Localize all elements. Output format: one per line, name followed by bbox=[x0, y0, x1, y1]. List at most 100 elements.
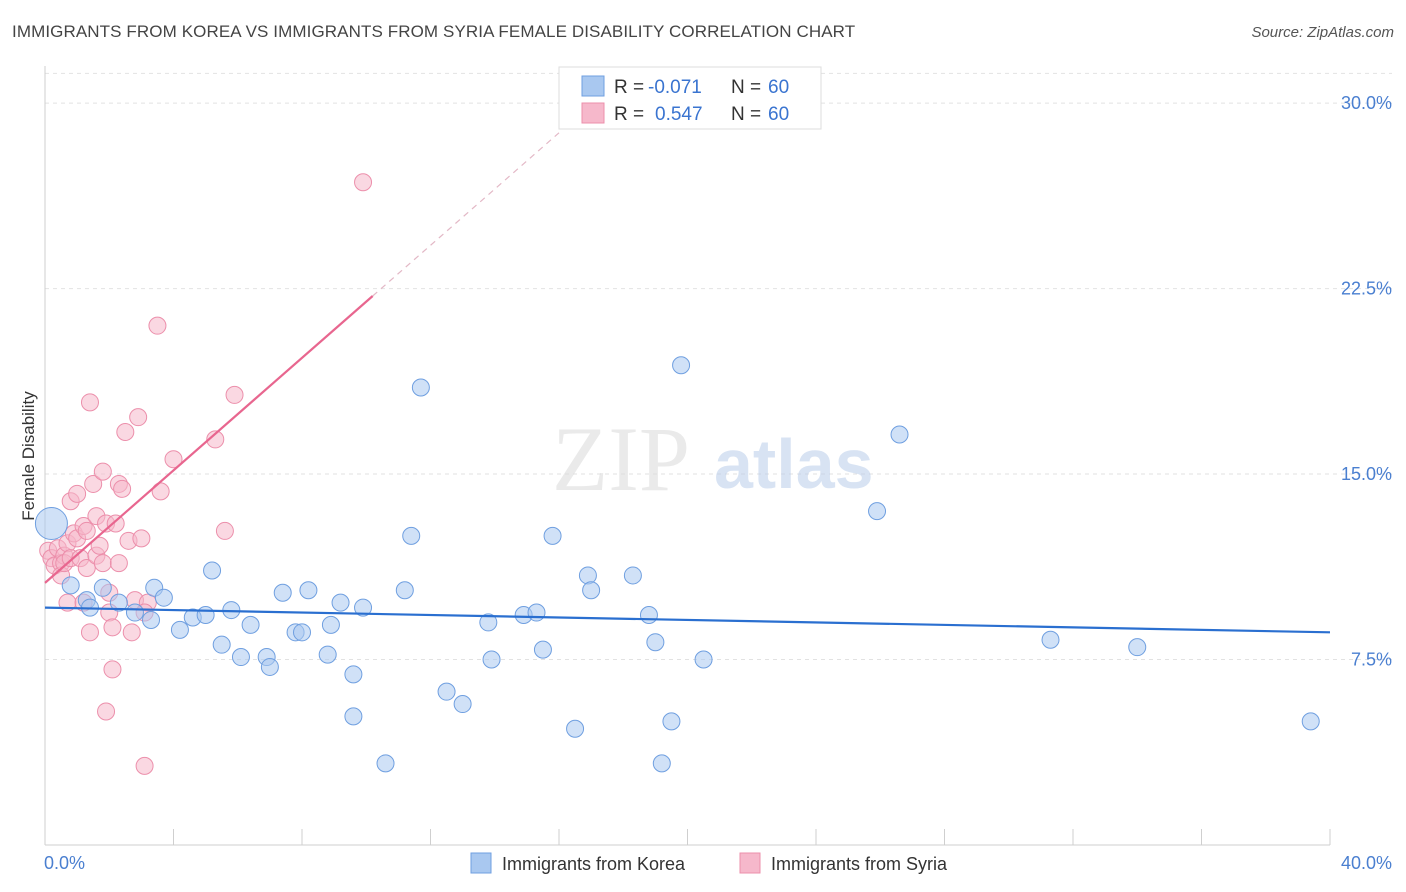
korea-point bbox=[1301, 712, 1320, 731]
korea-point bbox=[321, 615, 340, 634]
korea-point bbox=[154, 588, 173, 607]
korea-point bbox=[533, 640, 552, 659]
korea-point bbox=[479, 613, 498, 632]
syria-stats-swatch bbox=[581, 102, 605, 124]
korea-point bbox=[231, 648, 250, 667]
korea-point bbox=[203, 561, 222, 580]
syria-point bbox=[164, 450, 183, 469]
korea-point bbox=[93, 578, 112, 597]
korea-point bbox=[354, 598, 373, 617]
korea-point bbox=[652, 754, 671, 773]
watermark-atlas: atlas bbox=[714, 425, 874, 503]
y-tick-label: 7.5% bbox=[1351, 650, 1392, 670]
syria-trend-line bbox=[44, 295, 374, 584]
syria-r-value: 0.547 bbox=[655, 104, 703, 125]
korea-trend-line bbox=[44, 606, 1331, 634]
korea-point bbox=[890, 425, 909, 444]
korea-point bbox=[273, 583, 292, 602]
korea-point bbox=[196, 606, 215, 625]
korea-point bbox=[331, 593, 350, 612]
axes bbox=[44, 66, 1331, 846]
korea-point bbox=[402, 526, 421, 545]
korea-point bbox=[344, 707, 363, 726]
legend-korea-swatch bbox=[470, 852, 492, 874]
korea-point bbox=[318, 645, 337, 664]
korea-point bbox=[578, 566, 597, 585]
syria-point bbox=[68, 484, 87, 503]
syria-point bbox=[77, 559, 96, 578]
korea-point bbox=[623, 566, 642, 585]
korea-point bbox=[639, 606, 658, 625]
watermark-zip: ZIP bbox=[552, 408, 690, 510]
source-credit: Source: ZipAtlas.com bbox=[1251, 24, 1394, 41]
syria-point bbox=[132, 529, 151, 548]
syria-n-label: N = bbox=[731, 104, 761, 125]
syria-point bbox=[225, 385, 244, 404]
korea-point bbox=[582, 581, 601, 600]
y-tick-label: 30.0% bbox=[1341, 93, 1392, 113]
korea-point bbox=[527, 603, 546, 622]
korea-point bbox=[646, 633, 665, 652]
korea-point bbox=[142, 610, 161, 629]
x-tick-labels: 0.0% 40.0% bbox=[44, 853, 1392, 873]
korea-stats-swatch bbox=[581, 75, 605, 97]
syria-point bbox=[206, 430, 225, 449]
syria-point bbox=[103, 660, 122, 679]
korea-point bbox=[1041, 630, 1060, 649]
korea-point bbox=[672, 356, 691, 375]
korea-point bbox=[241, 615, 260, 634]
syria-point bbox=[148, 316, 167, 335]
y-tick-labels: 7.5% 15.0% 22.5% 30.0% bbox=[1341, 93, 1392, 669]
syria-point bbox=[90, 536, 109, 555]
syria-r-label: R = bbox=[614, 104, 644, 125]
korea-point bbox=[694, 650, 713, 669]
syria-point bbox=[93, 462, 112, 481]
korea-point bbox=[1128, 638, 1147, 657]
korea-n-value: 60 bbox=[768, 77, 789, 98]
korea-point bbox=[376, 754, 395, 773]
korea-point bbox=[109, 593, 128, 612]
stats-box: R = -0.071 N = 60 R = 0.547 N = 60 bbox=[558, 66, 822, 130]
korea-point bbox=[662, 712, 681, 731]
korea-r-value: -0.071 bbox=[648, 77, 702, 98]
chart-title: IMMIGRANTS FROM KOREA VS IMMIGRANTS FROM… bbox=[12, 22, 856, 41]
syria-point bbox=[109, 554, 128, 573]
syria-point bbox=[97, 702, 116, 721]
korea-point bbox=[34, 507, 68, 541]
syria-point bbox=[122, 623, 141, 642]
syria-n-value: 60 bbox=[768, 104, 789, 125]
syria-point bbox=[116, 423, 135, 442]
syria-trend-extension bbox=[372, 132, 560, 297]
syria-point bbox=[106, 514, 125, 533]
syria-point bbox=[80, 393, 99, 412]
legend-syria-swatch bbox=[739, 852, 761, 874]
syria-point bbox=[84, 474, 103, 493]
syria-point bbox=[215, 521, 234, 540]
watermark: ZIP atlas bbox=[552, 408, 874, 510]
legend: Immigrants from Korea Immigrants from Sy… bbox=[470, 852, 948, 874]
korea-point bbox=[453, 695, 472, 714]
korea-n-label: N = bbox=[731, 77, 761, 98]
korea-r-label: R = bbox=[614, 77, 644, 98]
y-tick-label: 15.0% bbox=[1341, 464, 1392, 484]
syria-point bbox=[135, 756, 154, 775]
korea-points bbox=[34, 356, 1320, 773]
trend-lines bbox=[44, 132, 1331, 634]
syria-point bbox=[103, 618, 122, 637]
korea-point bbox=[260, 657, 279, 676]
korea-point bbox=[482, 650, 501, 669]
korea-point bbox=[868, 502, 887, 521]
y-axis-label: Female Disability bbox=[19, 391, 38, 521]
korea-point bbox=[344, 665, 363, 684]
syria-point bbox=[77, 521, 96, 540]
legend-syria-label: Immigrants from Syria bbox=[771, 854, 948, 874]
korea-point bbox=[395, 581, 414, 600]
korea-point bbox=[566, 719, 585, 738]
korea-point bbox=[437, 682, 456, 701]
x-tick-label: 40.0% bbox=[1341, 853, 1392, 873]
korea-point bbox=[299, 581, 318, 600]
syria-point bbox=[354, 173, 373, 192]
syria-point bbox=[113, 479, 132, 498]
korea-point bbox=[411, 378, 430, 397]
legend-korea-label: Immigrants from Korea bbox=[502, 854, 686, 874]
